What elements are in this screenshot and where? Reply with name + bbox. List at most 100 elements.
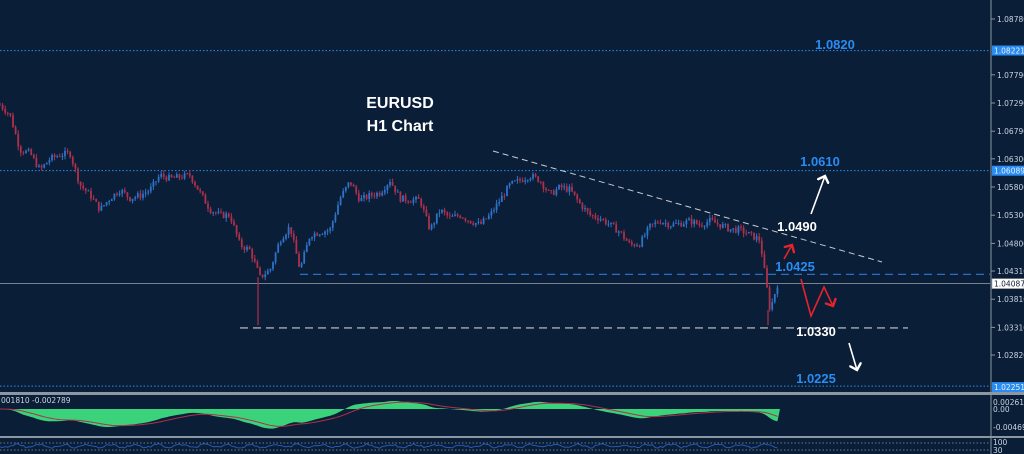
candle-body — [425, 209, 428, 216]
price-tag-label: 1.08221 — [994, 47, 1024, 56]
candle-body — [32, 154, 35, 158]
candle-body — [74, 163, 77, 169]
candle-body — [152, 181, 155, 187]
candle-body — [175, 174, 178, 178]
candle-body — [318, 234, 321, 236]
candle-body — [84, 188, 87, 191]
candle-body — [526, 180, 529, 181]
candle-body — [737, 226, 740, 233]
macd-values-label: 001810 -0.002789 — [1, 396, 71, 405]
candle-body — [381, 192, 384, 196]
candle-body — [142, 193, 144, 198]
candle-body — [347, 182, 350, 187]
candle-body — [326, 230, 329, 232]
candle-body — [474, 223, 477, 225]
candle-body — [87, 190, 90, 192]
candle-body — [1, 104, 4, 110]
candle-body — [558, 184, 560, 190]
candle-body — [329, 228, 332, 231]
candle-body — [734, 228, 737, 233]
candle-body — [604, 219, 607, 225]
candle-body — [771, 301, 774, 310]
candle-body — [513, 180, 516, 182]
candle-body — [675, 223, 677, 224]
y-tick-label: 1.05800 — [997, 183, 1024, 192]
candle-body — [503, 195, 506, 197]
candle-body — [352, 184, 355, 187]
candle-body — [256, 261, 259, 268]
candle-body — [552, 190, 555, 195]
candle-body — [170, 174, 173, 178]
candle-body — [685, 220, 688, 225]
candle-body — [532, 174, 534, 179]
candle-body — [698, 223, 701, 226]
price-tag-box — [992, 165, 1024, 176]
candle-body — [207, 203, 209, 209]
candle-body — [766, 267, 768, 288]
candle-body — [90, 190, 92, 199]
candle-body — [763, 254, 766, 268]
candle-body — [363, 195, 365, 198]
candle-body — [563, 186, 566, 188]
candle-body — [160, 173, 163, 177]
candle-body — [612, 222, 615, 225]
candle-body — [396, 191, 399, 193]
candle-body — [711, 217, 714, 220]
candle-body — [511, 180, 514, 184]
candle-body — [233, 221, 235, 226]
candle-body — [521, 180, 524, 182]
candle-body — [701, 225, 703, 227]
candle-body — [703, 226, 706, 228]
oscillator-tick: 30 — [993, 446, 1003, 454]
candle-body — [630, 242, 633, 245]
candle-body — [77, 168, 79, 182]
candle-body — [727, 224, 729, 232]
candle-body — [173, 177, 176, 178]
candle-body — [27, 149, 30, 151]
candle-body — [188, 173, 191, 176]
candle-body — [355, 186, 358, 193]
candle-body — [667, 222, 670, 228]
candle-body — [136, 193, 139, 198]
candle-body — [571, 186, 573, 192]
panel-separator[interactable] — [0, 392, 1024, 395]
candle-body — [61, 156, 64, 157]
levels-layer — [0, 50, 990, 387]
candle-body — [646, 227, 649, 236]
candle-body — [747, 231, 750, 234]
candle-body — [680, 222, 683, 227]
candle-body — [443, 209, 446, 213]
candle-body — [555, 189, 558, 195]
candle-body — [519, 179, 521, 181]
candle-body — [620, 231, 623, 233]
candle-body — [409, 202, 412, 204]
candle-body — [303, 252, 306, 264]
candle-body — [628, 240, 631, 243]
candle-body — [126, 192, 129, 198]
candle-body — [285, 234, 287, 239]
candle-body — [389, 182, 391, 186]
y-tick-label: 1.07290 — [997, 99, 1024, 108]
candle-body — [383, 190, 386, 193]
candle-body — [337, 204, 339, 215]
candle-body — [643, 235, 646, 237]
panel-separator[interactable] — [0, 436, 1024, 438]
candle-body — [110, 199, 113, 202]
candle-body — [480, 221, 482, 224]
candle-body — [482, 218, 485, 224]
candle-body — [56, 156, 59, 158]
macd-histogram — [0, 400, 780, 429]
candle-body — [550, 190, 553, 192]
candle-body — [446, 212, 449, 216]
candle-body — [407, 201, 410, 203]
candle-body — [17, 134, 20, 147]
candle-body — [732, 228, 735, 230]
candle-body — [204, 194, 207, 204]
candle-body — [386, 185, 389, 191]
candle-body — [633, 244, 636, 247]
candle-body — [753, 232, 755, 240]
candle-body — [316, 233, 319, 236]
candle-body — [183, 173, 186, 179]
